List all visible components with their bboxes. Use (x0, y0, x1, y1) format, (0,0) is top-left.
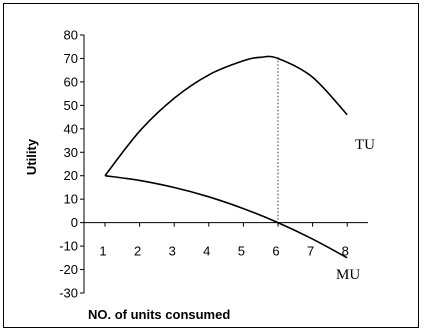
series-lines (104, 55, 348, 259)
x-tick-label: 8 (342, 244, 349, 259)
y-tick-label: 80 (64, 28, 78, 43)
y-tick-label: 0 (71, 215, 78, 230)
x-tick-label: 7 (307, 244, 314, 259)
y-tick-label: 40 (64, 121, 78, 136)
y-tick-label: 70 (64, 51, 78, 66)
x-tick-label: 1 (99, 244, 106, 259)
y-tick-label: 30 (64, 145, 78, 160)
y-tick-label: -20 (59, 262, 78, 277)
y-tick-label: -10 (59, 239, 78, 254)
axes (80, 34, 368, 294)
series-label-mu: MU (336, 267, 360, 283)
y-tick-label: 50 (64, 98, 78, 113)
y-tick-labels: 80 70 60 50 40 30 20 10 0 -10 -20 -30 (59, 28, 78, 301)
x-tick-label: 5 (238, 244, 245, 259)
x-tick-label: 3 (169, 244, 176, 259)
x-tick-label: 2 (134, 244, 141, 259)
x-tick-labels: 1 2 3 4 5 6 7 8 (99, 244, 348, 259)
series-line-tu (104, 55, 348, 177)
y-tick-label: -30 (59, 286, 78, 301)
series-line-mu (104, 174, 348, 259)
x-axis-label: NO. of units consumed (88, 307, 230, 322)
x-tick-label: 6 (272, 244, 279, 259)
chart-frame (3, 3, 419, 328)
series-label-tu: TU (355, 137, 375, 153)
y-tick-label: 20 (64, 168, 78, 183)
y-tick-label: 60 (64, 74, 78, 89)
y-tick-label: 10 (64, 192, 78, 207)
y-axis-label: Utility (24, 138, 39, 175)
x-tick-label: 4 (203, 244, 210, 259)
